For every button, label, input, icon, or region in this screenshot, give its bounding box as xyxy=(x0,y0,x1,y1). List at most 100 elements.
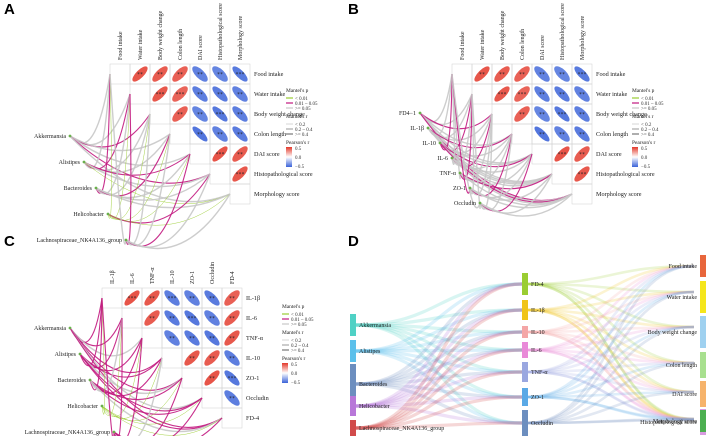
column-label: Food intake xyxy=(460,31,466,60)
column-label: Water intake xyxy=(480,29,486,60)
sankey-flow xyxy=(355,323,523,425)
correlation-ellipse xyxy=(224,350,240,366)
sankey-flow xyxy=(527,418,695,425)
row-label: IL-6 xyxy=(246,315,257,322)
sankey-label-left: Helicobacter xyxy=(359,404,390,410)
column-label: Food intake xyxy=(118,31,124,60)
pearson-colorbar xyxy=(286,147,292,167)
sankey-label-right: Food intake xyxy=(669,264,698,270)
correlation-ellipse xyxy=(494,86,510,102)
sankey-flow xyxy=(527,290,695,334)
sankey-flow xyxy=(527,348,695,422)
sankey-flow xyxy=(527,290,695,374)
mantel-link xyxy=(79,353,223,430)
significance-stars: ** xyxy=(499,72,505,78)
correlation-ellipse xyxy=(534,66,550,82)
significance-stars: ** xyxy=(229,316,235,322)
sankey-flow xyxy=(527,325,695,374)
sankey-flow xyxy=(527,361,695,425)
mantel-link xyxy=(125,93,132,245)
mantel-link xyxy=(469,133,513,197)
mantel-link xyxy=(79,353,203,412)
row-label: Colon length xyxy=(596,131,629,138)
taxon-node xyxy=(458,171,462,175)
correlation-ellipse xyxy=(232,86,248,102)
sankey-flow xyxy=(355,323,523,352)
significance-stars: ** xyxy=(559,132,565,138)
sankey-flow xyxy=(355,282,523,353)
sankey-flow xyxy=(355,308,523,408)
sankey-flow xyxy=(527,264,695,374)
correlation-ellipse xyxy=(534,86,550,102)
heatmap-cell xyxy=(181,367,203,389)
significance-stars: ** xyxy=(217,72,223,78)
mantel-link xyxy=(451,73,481,209)
sankey-node-left xyxy=(350,340,356,362)
heatmap-cell xyxy=(221,407,243,429)
sankey-flow xyxy=(355,323,523,399)
sankey-flow xyxy=(355,330,523,408)
significance-stars: *** xyxy=(517,92,526,98)
sankey-flow xyxy=(355,404,523,425)
sankey-flow xyxy=(527,264,695,334)
taxon-node xyxy=(112,430,116,434)
significance-stars: *** xyxy=(557,112,566,118)
mantel-link xyxy=(125,193,231,250)
sankey-flow xyxy=(527,330,695,422)
legend-mantel-r-item: 0.2 – 0.4 xyxy=(641,128,659,133)
heatmap-cell xyxy=(571,183,593,205)
mantel-link xyxy=(69,327,163,373)
significance-stars: ** xyxy=(149,296,155,302)
column-label: Water intake xyxy=(138,29,144,60)
column-label: ZO-1 xyxy=(190,271,196,284)
sankey-flow xyxy=(355,330,523,386)
legend-mantel-r-title: Mantel's r xyxy=(632,114,654,120)
legend-mantel-r-item: < 0.2 xyxy=(641,123,652,128)
row-label: Food intake xyxy=(254,71,284,78)
significance-stars: ** xyxy=(189,296,195,302)
taxon-node xyxy=(100,404,104,408)
mantel-link xyxy=(107,113,151,220)
sankey-flow xyxy=(527,330,695,421)
significance-stars: ** xyxy=(177,112,183,118)
correlation-ellipse xyxy=(232,126,248,142)
row-label: Colon length xyxy=(254,131,287,138)
taxon-label: IL-6 xyxy=(437,156,448,162)
sankey-flow xyxy=(527,282,695,421)
mantel-link xyxy=(89,377,183,400)
significance-stars: ** xyxy=(209,296,215,302)
correlation-ellipse xyxy=(224,290,240,306)
sankey-flow xyxy=(355,349,523,374)
significance-stars: ** xyxy=(197,92,203,98)
correlation-ellipse xyxy=(554,86,570,102)
sankey-flow xyxy=(355,308,523,327)
sankey-node-middle xyxy=(522,326,528,338)
significance-stars: ** xyxy=(519,72,525,78)
mantel-link xyxy=(79,297,103,367)
legend-mantel-r-title: Mantel's r xyxy=(286,114,308,120)
taxon-node xyxy=(478,201,482,205)
sankey-flow xyxy=(355,382,523,399)
sankey-node-middle xyxy=(522,388,528,406)
legend-mantel-p-item: < 0.01 xyxy=(295,97,308,102)
sankey-flow xyxy=(527,264,695,312)
mantel-link xyxy=(69,327,183,391)
significance-stars: *** xyxy=(557,152,566,158)
mantel-link xyxy=(469,113,493,196)
significance-stars: *** xyxy=(215,152,224,158)
significance-stars: ** xyxy=(229,356,235,362)
correlation-ellipse xyxy=(224,390,240,406)
sankey-flow xyxy=(527,308,695,421)
sankey-flow xyxy=(527,417,695,425)
significance-stars: ** xyxy=(169,336,175,342)
mantel-link xyxy=(107,173,211,224)
significance-stars: ** xyxy=(579,112,585,118)
sankey-flow xyxy=(355,323,523,374)
sankey-node-right xyxy=(700,255,706,277)
mantel-link xyxy=(469,93,475,195)
row-label: Body weight change xyxy=(254,111,305,118)
legend-pearson-tick: 0.0 xyxy=(641,156,648,161)
taxon-label: Alistipes xyxy=(55,352,77,358)
sankey-flow xyxy=(527,348,695,365)
heatmap-cell xyxy=(201,387,223,409)
